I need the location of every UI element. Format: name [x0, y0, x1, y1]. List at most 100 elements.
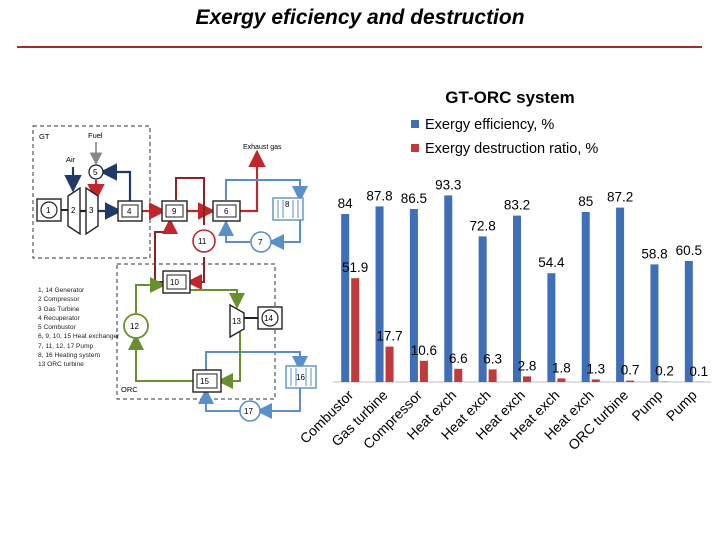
component-item: 5 Combustor — [38, 324, 76, 332]
destruction-bar — [385, 346, 394, 382]
destruction-bar — [488, 369, 497, 382]
svg-text:1: 1 — [46, 206, 51, 215]
orc-label: ORC — [121, 385, 138, 394]
heating-system-16: 16 — [285, 365, 317, 389]
svg-text:12: 12 — [130, 322, 139, 331]
pump17-outlet-line — [198, 388, 240, 412]
combustor-5: 5 — [88, 164, 104, 180]
efficiency-bar — [513, 215, 521, 382]
efficiency-bar — [581, 212, 590, 382]
svg-text:6: 6 — [224, 207, 229, 216]
chart-title: GT-ORC system — [445, 88, 575, 107]
heating-supply-line — [225, 179, 308, 202]
svg-text:7: 7 — [258, 238, 263, 247]
air-label: Air — [66, 155, 76, 164]
efficiency-value-label: 93.3 — [435, 177, 461, 192]
destruction-bar — [626, 380, 635, 382]
destruction-value-label: 1.8 — [552, 360, 571, 375]
component-item: 8, 16 Heating system — [38, 352, 100, 360]
legend-swatch-destruction — [411, 144, 419, 153]
destruction-bar — [351, 278, 360, 382]
legend-label-destruction: Exergy destruction ratio, % — [425, 141, 599, 157]
loop-11-10-line — [186, 257, 205, 290]
slide-title: Exergy eficiency and destruction — [195, 6, 525, 29]
efficiency-value-label: 87.2 — [607, 190, 633, 205]
destruction-value-label: 1.3 — [586, 361, 605, 376]
compressor-2: 2 — [67, 186, 81, 236]
destruction-value-label: 10.6 — [411, 343, 437, 358]
heat-exchanger-6: 6 — [212, 200, 241, 222]
efficiency-bar — [684, 261, 693, 382]
legend-item-destruction: Exergy destruction ratio, % — [411, 141, 598, 161]
destruction-value-label: 0.7 — [621, 363, 640, 378]
component-item: 7, 11, 12, 17 Pump — [38, 342, 94, 350]
heating2-return-line — [256, 388, 301, 419]
air-to-combustor-line — [99, 163, 132, 201]
efficiency-value-label: 87.8 — [366, 188, 392, 203]
svg-text:2: 2 — [71, 206, 76, 215]
efficiency-value-label: 83.2 — [504, 198, 530, 213]
svg-text:4: 4 — [127, 207, 132, 216]
efficiency-bar — [650, 264, 659, 382]
efficiency-value-label: 86.5 — [401, 191, 427, 206]
efficiency-bar — [547, 273, 556, 382]
efficiency-value-label: 84 — [338, 196, 354, 211]
svg-text:15: 15 — [200, 377, 209, 386]
efficiency-value-label: 72.8 — [469, 218, 495, 233]
efficiency-bar — [375, 206, 384, 382]
gas-turbine-3: 3 — [85, 186, 99, 236]
efficiency-value-label: 85 — [578, 194, 593, 209]
destruction-value-label: 6.3 — [483, 351, 502, 366]
heating2-supply-line — [205, 351, 308, 375]
heat-exchanger-9: 9 — [161, 200, 188, 222]
destruction-value-label: 6.6 — [449, 351, 468, 366]
destruction-bar — [591, 379, 600, 382]
svg-text:14: 14 — [264, 314, 273, 323]
efficiency-bar — [478, 236, 487, 382]
component-item: 13 ORC turbine — [38, 361, 84, 369]
destruction-bar — [454, 368, 463, 382]
destruction-value-label: 0.1 — [689, 364, 708, 379]
pump-17: 17 — [239, 400, 261, 422]
category-tick-label: Pump — [663, 387, 700, 424]
svg-text:10: 10 — [170, 278, 179, 287]
efficiency-bar — [444, 195, 453, 382]
destruction-bar — [523, 376, 531, 382]
efficiency-value-label: 54.4 — [538, 255, 565, 270]
destruction-bar — [557, 378, 566, 382]
svg-text:13: 13 — [232, 317, 241, 326]
gt-boundary — [32, 125, 151, 259]
svg-text:5: 5 — [93, 168, 98, 177]
pump-12: 12 — [123, 313, 149, 339]
legend-item-efficiency: Exergy efficiency, % — [411, 117, 554, 137]
destruction-value-label: 2.8 — [518, 358, 537, 373]
efficiency-bar — [616, 207, 625, 382]
svg-text:17: 17 — [244, 407, 253, 416]
exhaust-line — [240, 149, 266, 213]
recuperator-4: 4 — [117, 200, 143, 222]
svg-text:3: 3 — [89, 206, 94, 215]
orc-condensate-line — [128, 334, 193, 382]
orc-turbine-exhaust-line — [217, 332, 241, 389]
efficiency-bar — [341, 214, 350, 382]
exhaust-label: Exhaust gas — [243, 144, 282, 151]
fuel-label: Fuel — [88, 131, 103, 140]
pump7-outlet-line — [218, 220, 250, 243]
component-legend: 1, 14 Generator 2 Compressor 3 Gas Turbi… — [38, 286, 119, 370]
orc-pump-outlet-line — [135, 277, 166, 313]
component-item: 2 Compressor — [38, 296, 80, 304]
svg-text:8: 8 — [285, 200, 290, 209]
title-divider — [17, 46, 702, 48]
efficiency-value-label: 60.5 — [676, 243, 702, 258]
generator-14: 14 — [257, 306, 283, 330]
heating-system-8: 8 — [272, 197, 304, 221]
heat-exchanger-10: 10 — [162, 270, 191, 294]
orc-vapor-line — [189, 289, 245, 309]
legend-swatch-efficiency — [411, 120, 419, 129]
component-item: 3 Gas Turbine — [38, 305, 80, 313]
legend-label-efficiency: Exergy efficiency, % — [425, 117, 555, 133]
component-item: 4 Recuperator — [38, 314, 80, 322]
destruction-value-label: 51.9 — [342, 260, 368, 275]
gt-label: GT — [39, 132, 50, 141]
